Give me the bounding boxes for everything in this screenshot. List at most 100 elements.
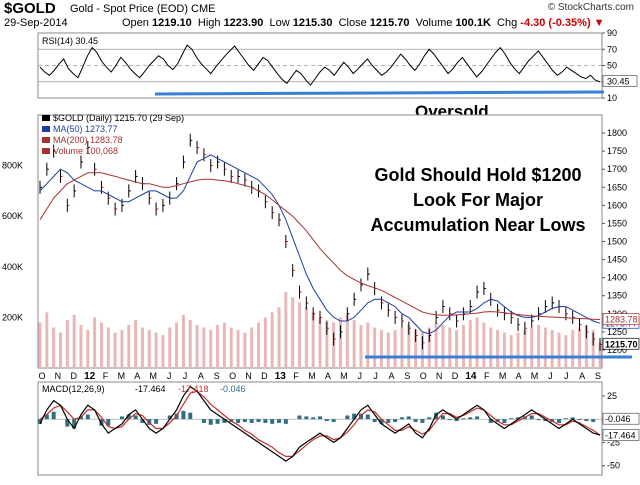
volume-bar (127, 324, 131, 368)
macd-histogram-bar (502, 419, 507, 423)
rsi-last-box (602, 75, 638, 87)
volume-value: 100.1K (455, 17, 491, 29)
price-axis-tick-label: 1400 (607, 273, 627, 283)
macd-histogram-bar (270, 419, 275, 424)
ma200-line (39, 172, 601, 321)
macd-histogram-bar (516, 417, 521, 420)
volume-bar (38, 322, 42, 368)
x-tick-label: J (167, 371, 172, 381)
macd-histogram-bar (536, 419, 541, 421)
volume-bar (516, 332, 520, 368)
macd-histogram-bar (591, 419, 596, 422)
x-tick-label: D (452, 371, 459, 381)
macd-histogram-bar (454, 419, 459, 422)
macd-histogram-bar (99, 419, 104, 426)
macd-histogram-bar (324, 419, 329, 422)
x-tick-label: A (134, 371, 140, 381)
macd-histogram-bar (167, 415, 172, 420)
macd-histogram-bar (440, 415, 445, 420)
ma50-line (39, 154, 601, 335)
macd-histogram-bar (372, 419, 377, 422)
volume-bar (202, 327, 206, 368)
macd-histogram-bar (577, 419, 582, 421)
macd-histogram-bar (140, 419, 145, 423)
stockcharts-logo: © StockCharts.com (547, 2, 634, 13)
low-label: Low (269, 17, 290, 29)
price-axis-tick-label: 1450 (607, 255, 627, 265)
macd-histogram-bar (304, 416, 309, 420)
legend-entry: MA(50) 1273.77 (53, 124, 118, 134)
macd-histogram-bar (406, 416, 411, 420)
volume-bar (263, 317, 267, 368)
volume-bar (99, 322, 103, 368)
volume-bar (65, 319, 69, 368)
rsi-last-label: 30.45 (607, 76, 630, 86)
volume-tick-label: 400K (2, 262, 23, 272)
macd-histogram-bar (447, 419, 452, 421)
rsi-axis-tick-label: 70 (607, 44, 617, 54)
macd-axis-tick-label: 25 (607, 391, 617, 401)
volume-bar (134, 319, 138, 368)
volume-bar (222, 322, 226, 368)
macd-histogram-bar (386, 419, 391, 423)
volume-bar (400, 327, 404, 368)
price-axis-tick-label: 1600 (607, 200, 627, 210)
down-arrow-icon: ▼ (593, 17, 605, 29)
macd-histogram-bar (557, 419, 562, 423)
macd-histogram-bar (51, 411, 56, 420)
macd-histogram-bar (174, 413, 179, 420)
x-tick-label: F (484, 371, 490, 381)
ma200-last-label-box (602, 313, 640, 325)
x-tick-label: O (38, 371, 45, 381)
ohlc-readout: Open 1219.10 High 1223.90 Low 1215.30 Cl… (122, 17, 605, 29)
volume-bar (147, 330, 151, 368)
volume-bar (236, 330, 240, 368)
price-panel: 800K 600K 400K 200K 1800 1750 1700 1650 1600 1550… (2, 113, 640, 382)
x-tick-label: A (388, 371, 394, 381)
volume-bar (352, 319, 356, 368)
macd-axis-tick-label: -50 (607, 461, 620, 471)
volume-bar (195, 324, 199, 368)
volume-bar (270, 312, 274, 368)
x-tick-label: F (293, 371, 299, 381)
macd-histogram-bar (345, 415, 350, 420)
macd-histogram-bar (188, 412, 193, 420)
rsi-axis-tick-label: 50 (607, 61, 617, 71)
macd-axis-tick-label: -25 (607, 437, 620, 447)
volume-bar (229, 327, 233, 368)
volume-bar (557, 332, 561, 368)
macd-histogram-bar (488, 419, 493, 423)
price-last-label-box (602, 337, 640, 350)
panel-frame (37, 381, 603, 476)
macd-signal-value: -17.418 (178, 384, 209, 394)
macd-histogram-bar (365, 414, 370, 420)
volume-bar (366, 322, 370, 368)
macd-value: -17.464 (135, 384, 166, 394)
volume-bar (584, 324, 588, 368)
volume-bar (461, 324, 465, 368)
macd-title: MACD(12,26,9) (42, 384, 105, 394)
x-tick-label: A (325, 371, 331, 381)
macd-histogram-bar (208, 419, 213, 425)
volume-bar (45, 312, 49, 368)
legend-entry: Volume 100,068 (53, 146, 118, 156)
volume-bar (345, 314, 349, 368)
volume-bar (509, 335, 513, 368)
volume-bar (468, 319, 472, 368)
x-tick-label: 13 (275, 371, 287, 382)
legend-swatch (42, 148, 50, 154)
volume-bar (106, 327, 110, 368)
high-value: 1223.90 (223, 17, 264, 29)
volume-bar (379, 330, 383, 368)
volume-bar (530, 327, 534, 368)
volume-bar (455, 330, 459, 368)
low-value: 1215.30 (292, 17, 333, 29)
volume-bar (311, 312, 315, 368)
volume-bar (168, 327, 172, 368)
macd-histogram-bar (529, 415, 534, 420)
volume-label: Volume (415, 17, 453, 29)
price-axis-tick-label: 1650 (607, 182, 627, 192)
macd-histogram-bar (393, 419, 398, 422)
volume-bar (209, 330, 213, 368)
